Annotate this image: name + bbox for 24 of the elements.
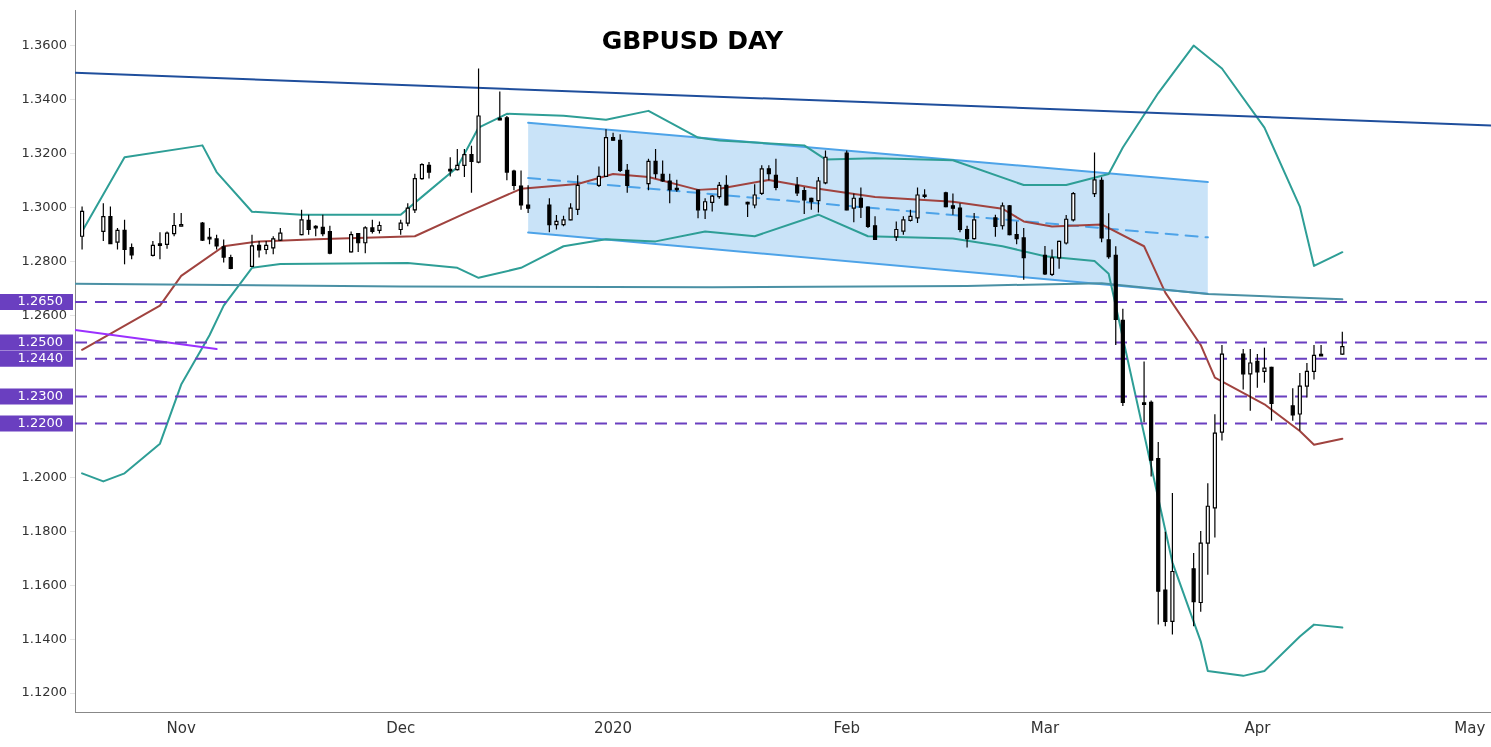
y-tick-label: 1.2000 [21, 468, 67, 484]
x-tick-label: Dec [386, 718, 416, 737]
x-tick-label: May [1454, 718, 1486, 737]
y-tick-label: 1.3200 [21, 145, 67, 161]
y-tick-label: 1.3000 [21, 199, 67, 215]
ref-line-label: 1.2200 [17, 414, 63, 430]
x-tick-label: Feb [833, 718, 860, 737]
ref-line-label: 1.2300 [17, 387, 63, 403]
x-tick-label: Nov [166, 718, 196, 737]
y-tick-label: 1.2800 [21, 252, 67, 268]
y-tick-label: 1.1200 [21, 684, 67, 700]
y-tick-label: 1.1400 [21, 630, 67, 646]
ref-line-label: 1.2440 [17, 350, 63, 366]
ref-line-label: 1.2650 [17, 293, 63, 309]
y-tick-label: 1.1800 [21, 522, 67, 538]
text: GBPUSD DAY [601, 25, 784, 55]
x-tick-label: 2020 [593, 718, 633, 737]
y-tick-label: 1.2600 [21, 306, 67, 322]
y-tick-label: 1.1600 [21, 576, 67, 592]
x-tick-label: Mar [1030, 718, 1060, 737]
ref-line-label: 1.2500 [17, 333, 63, 349]
y-tick-label: 1.3600 [21, 37, 67, 53]
y-tick-label: 1.3400 [21, 91, 67, 107]
x-tick-label: Apr [1244, 718, 1272, 737]
